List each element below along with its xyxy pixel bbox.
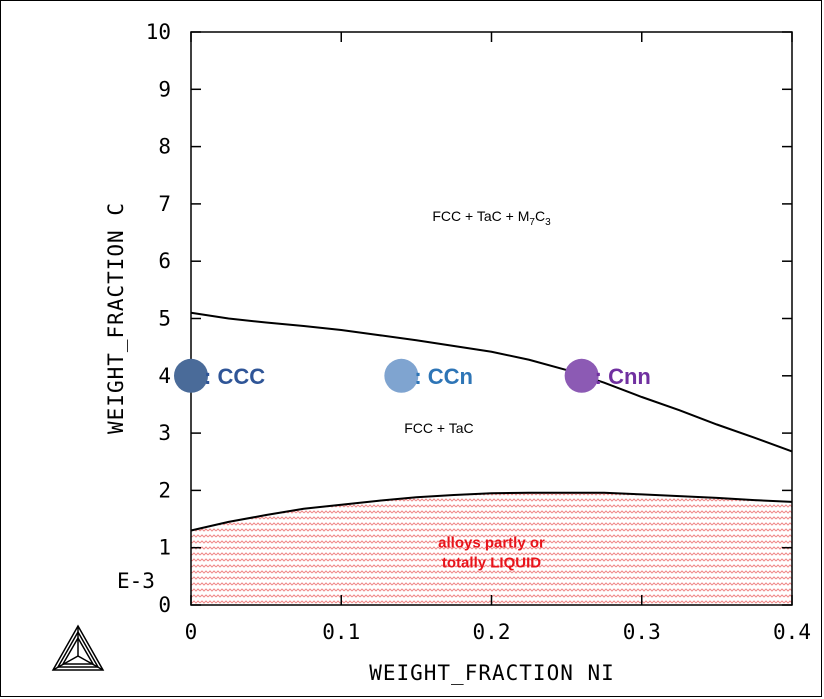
- phase-boundary-line-1: [190, 311, 793, 453]
- marker-dot: [564, 358, 599, 393]
- y-tick-label: 2: [158, 478, 171, 502]
- marker-dot: [384, 358, 419, 393]
- liquid-region-area: [191, 492, 792, 605]
- liquid-label-line1: alloys partly or: [438, 535, 545, 552]
- x-axis-title: WEIGHT_FRACTION NI: [369, 661, 615, 685]
- y-tick-label: 4: [158, 364, 171, 388]
- y-tick-label: 6: [158, 249, 171, 273]
- y-exponent-label: E-3: [117, 569, 155, 593]
- y-tick-label: 10: [146, 20, 171, 44]
- y-tick-label: 8: [158, 135, 171, 159]
- x-tick-label: 0.2: [473, 620, 511, 644]
- x-tick-label: 0.1: [322, 620, 360, 644]
- y-tick-label: 5: [158, 307, 171, 331]
- y-tick-label: 9: [158, 77, 171, 101]
- composition-markers: : CCC : CCn : Cnn: [174, 358, 651, 393]
- y-tick-label: 7: [158, 192, 171, 216]
- region-label-fcc-tac: FCC + TaC: [404, 420, 473, 436]
- region-label-fcc-tac-m7c3: FCC + TaC + M7C3: [432, 208, 551, 228]
- phase-boundaries: [190, 311, 793, 532]
- x-tick-label: 0.3: [623, 620, 661, 644]
- marker-dot: [174, 358, 208, 393]
- y-tick-label: 1: [158, 536, 171, 560]
- marker-label: : Cnn: [595, 364, 651, 389]
- y-axis-title: WEIGHT_FRACTION C: [104, 202, 128, 434]
- y-axis-ticks: 0 1 2 3 4 5 6 7 8 9 10: [146, 20, 792, 617]
- x-axis-ticks: 0 0.1 0.2 0.3 0.4: [185, 32, 811, 644]
- thermo-calc-triangle-logo: [51, 624, 105, 671]
- x-tick-label: 0: [185, 620, 198, 644]
- y-tick-label: 0: [158, 593, 171, 617]
- phase-boundary-line-2: [190, 491, 793, 532]
- marker-label: : CCC: [204, 364, 265, 389]
- marker-label: : CCn: [414, 364, 473, 389]
- y-tick-label: 3: [158, 421, 171, 445]
- liquid-label-line2: totally LIQUID: [442, 555, 541, 572]
- x-tick-label: 0.4: [773, 620, 811, 644]
